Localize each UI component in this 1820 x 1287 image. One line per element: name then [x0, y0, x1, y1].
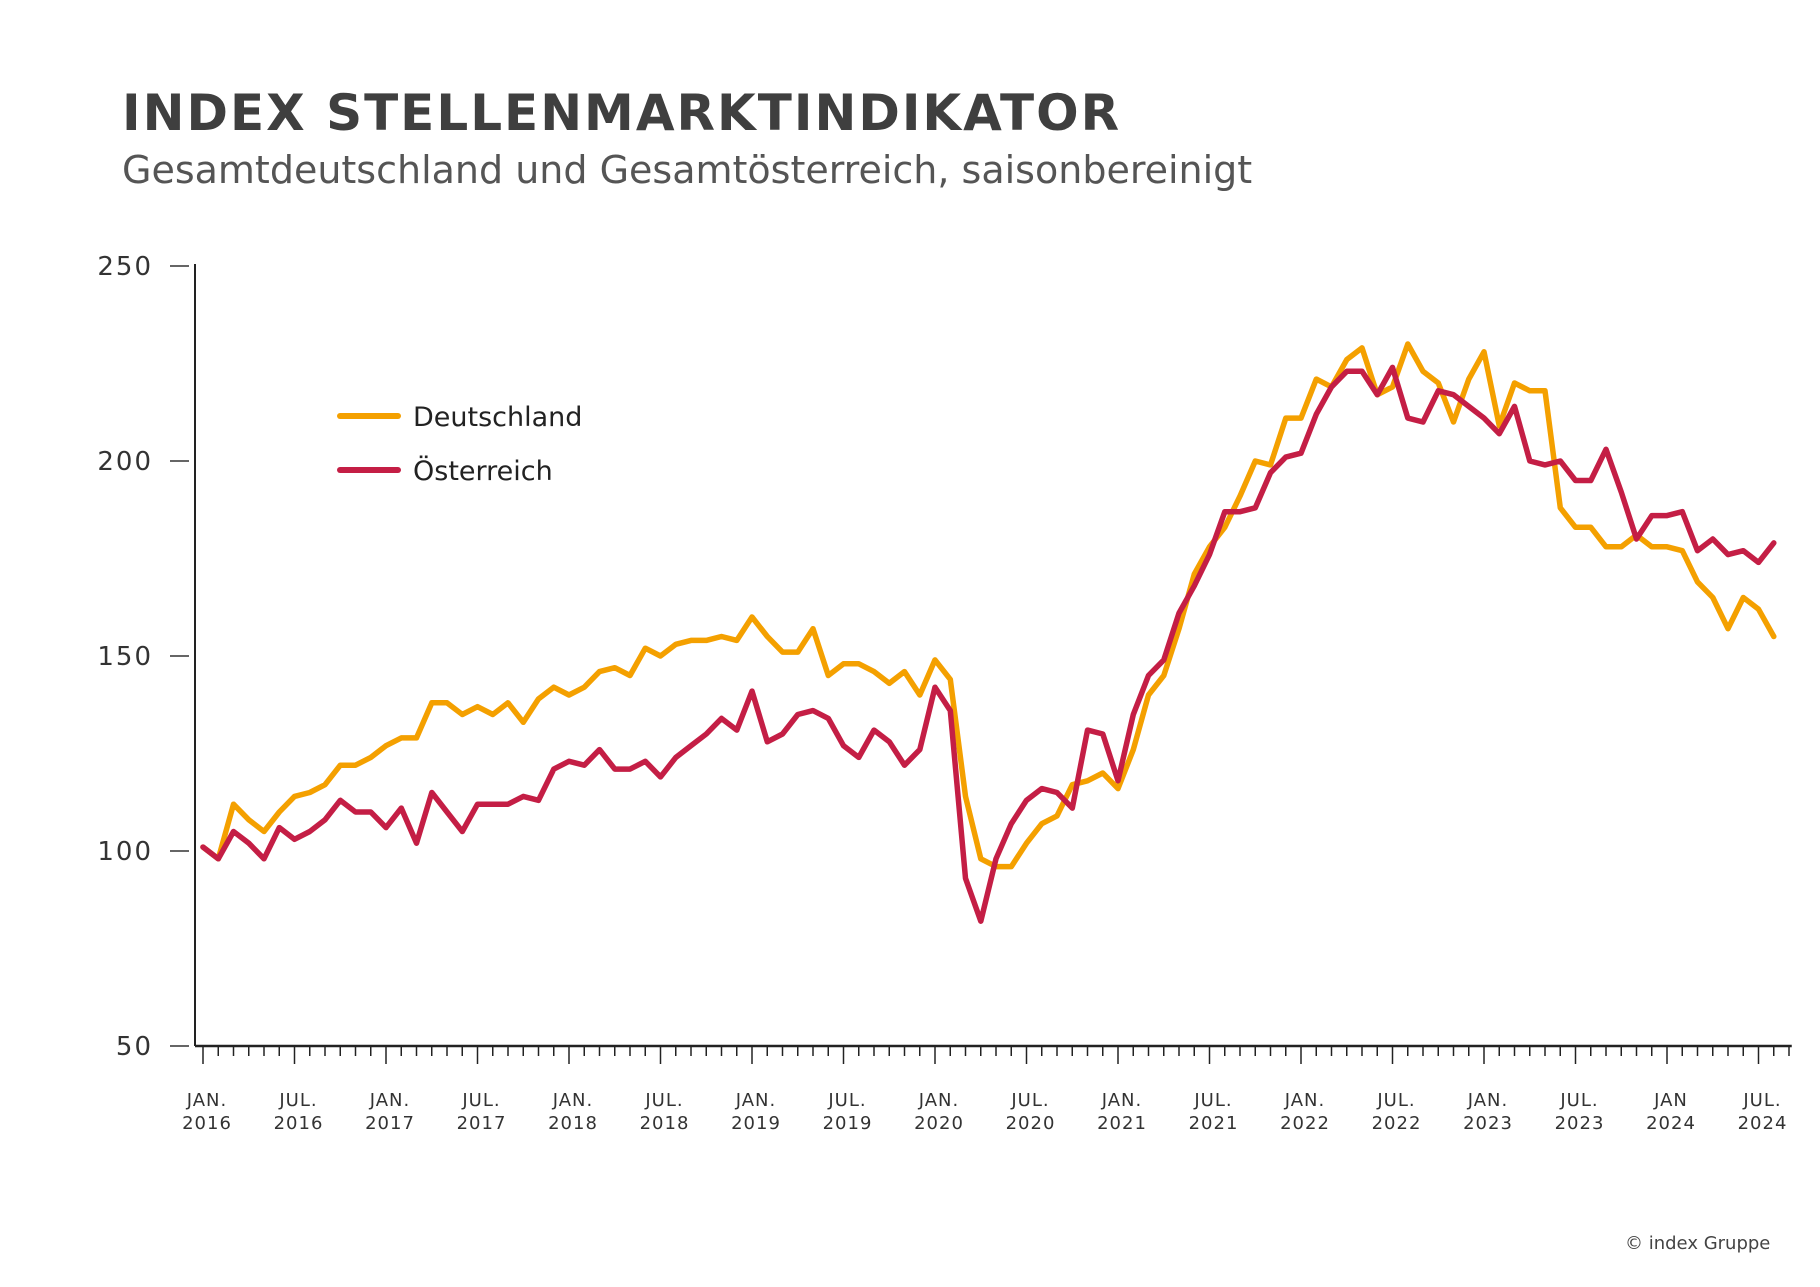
x-tick-label-month: JUL. — [644, 1090, 683, 1111]
x-tick-label-month: JAN. — [1284, 1090, 1326, 1111]
x-tick-label-year: 2018 — [640, 1113, 690, 1134]
x-tick-label-year: 2023 — [1555, 1113, 1605, 1134]
x-tick-label-month: JAN — [1653, 1090, 1688, 1111]
series-line-oesterreich — [200, 364, 1777, 924]
x-tick-label-year: 2022 — [1280, 1113, 1330, 1134]
x-tick-label-year: 2019 — [823, 1113, 873, 1134]
x-tick-label-year: 2017 — [365, 1113, 415, 1134]
x-tick-label-month: JAN. — [186, 1090, 228, 1111]
x-tick-label-month: JAN. — [369, 1090, 411, 1111]
x-tick-label-month: JUL. — [461, 1090, 500, 1111]
x-tick-label-month: JUL. — [1376, 1090, 1415, 1111]
chart-subtitle: Gesamtdeutschland und Gesamtösterreich, … — [122, 148, 1253, 192]
y-tick-label: 100 — [97, 837, 153, 867]
x-tick-label-month: JAN. — [1467, 1090, 1509, 1111]
y-tick-label: 200 — [97, 447, 153, 477]
x-tick-label-year: 2017 — [457, 1113, 507, 1134]
x-tick-label-month: JUL. — [1010, 1090, 1049, 1111]
x-tick-label-year: 2021 — [1189, 1113, 1239, 1134]
x-tick-label-year: 2020 — [1006, 1113, 1056, 1134]
x-tick-label-year: 2020 — [914, 1113, 964, 1134]
x-tick-label-year: 2016 — [274, 1113, 324, 1134]
x-tick-label-month: JUL. — [1193, 1090, 1232, 1111]
y-tick-label: 250 — [97, 252, 153, 282]
x-tick-label-year: 2021 — [1097, 1113, 1147, 1134]
x-tick-label-year: 2018 — [548, 1113, 598, 1134]
y-tick-label: 150 — [97, 642, 153, 672]
x-tick-label-month: JUL. — [1559, 1090, 1598, 1111]
chart-title: INDEX STELLENMARKTINDIKATOR — [122, 84, 1122, 142]
series-line-deutschland — [200, 341, 1777, 870]
x-tick-label-year: 2019 — [731, 1113, 781, 1134]
x-tick-label-month: JAN. — [1101, 1090, 1143, 1111]
legend-label: Deutschland — [413, 402, 582, 433]
y-tick-label: 50 — [116, 1032, 153, 1062]
x-tick-label-month: JUL. — [1742, 1090, 1781, 1111]
x-tick-label-month: JAN. — [918, 1090, 960, 1111]
legend-label: Österreich — [413, 455, 553, 487]
x-tick-label-year: 2024 — [1738, 1113, 1788, 1134]
x-tick-label-year: 2022 — [1372, 1113, 1422, 1134]
x-tick-label-month: JAN. — [552, 1090, 594, 1111]
x-tick-label-year: 2023 — [1463, 1113, 1513, 1134]
x-tick-label-month: JUL. — [827, 1090, 866, 1111]
x-tick-label-month: JUL. — [278, 1090, 317, 1111]
x-tick-label-month: JAN. — [735, 1090, 777, 1111]
x-tick-label-year: 2024 — [1646, 1113, 1696, 1134]
copyright-text: © index Gruppe — [1625, 1233, 1771, 1254]
x-tick-label-year: 2016 — [182, 1113, 232, 1134]
